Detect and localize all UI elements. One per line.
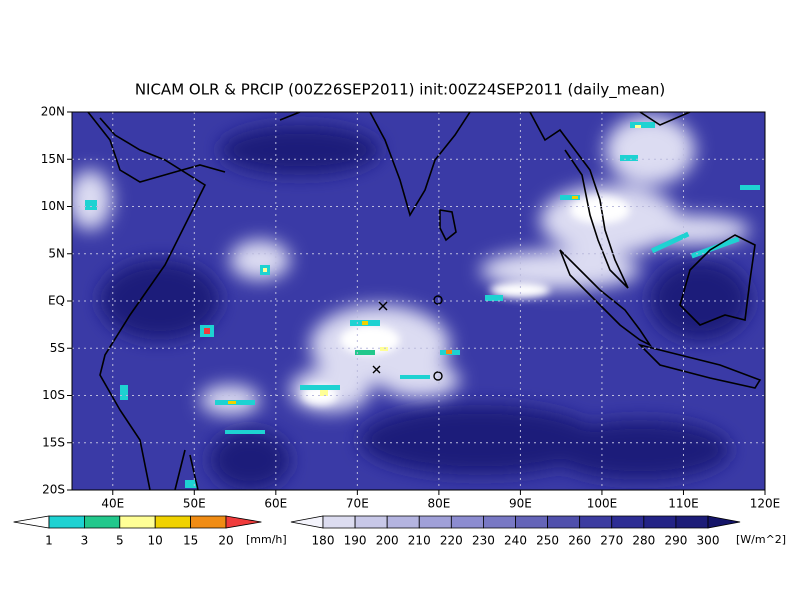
colorbar-box bbox=[190, 515, 227, 529]
y-tick-label: 20S bbox=[42, 483, 65, 497]
x-tick-label: 110E bbox=[668, 497, 699, 511]
y-tick-label: 5S bbox=[50, 341, 65, 355]
colorbar-label: 270 bbox=[600, 534, 623, 548]
x-tick-label: 70E bbox=[346, 497, 369, 511]
colorbar-label: 3 bbox=[81, 534, 89, 548]
colorbar-label: 20 bbox=[218, 534, 233, 548]
x-tick-label: 100E bbox=[587, 497, 618, 511]
colorbar-label: 280 bbox=[632, 534, 655, 548]
y-tick-label: 15S bbox=[42, 435, 65, 449]
colorbar-box bbox=[48, 515, 85, 529]
colorbar-label: 1 bbox=[45, 534, 53, 548]
colorbar-box bbox=[354, 515, 388, 529]
y-tick-label: 20N bbox=[41, 105, 65, 119]
colorbar-box bbox=[643, 515, 677, 529]
colorbar-box bbox=[515, 515, 548, 529]
colorbar-box bbox=[450, 515, 484, 529]
colorbar-box bbox=[483, 515, 516, 529]
y-tick-label: EQ bbox=[48, 294, 65, 308]
colorbar-box bbox=[119, 515, 156, 529]
colorbar-unit: [mm/h] bbox=[246, 533, 287, 546]
colorbar-label: 200 bbox=[376, 534, 399, 548]
markers bbox=[372, 295, 443, 381]
x-tick-label: 80E bbox=[427, 497, 450, 511]
colorbar-box bbox=[84, 515, 121, 529]
y-tick-label: 15N bbox=[41, 152, 65, 166]
colorbar-label: 300 bbox=[697, 534, 720, 548]
colorbar-box bbox=[611, 515, 645, 529]
colorbar-label: 260 bbox=[568, 534, 591, 548]
colorbar-label: 5 bbox=[116, 534, 124, 548]
map-field bbox=[72, 112, 765, 490]
x-tick-label: 120E bbox=[750, 497, 781, 511]
colorbar-label: 190 bbox=[344, 534, 367, 548]
map-title: NICAM OLR & PRCIP (00Z26SEP2011) init:00… bbox=[135, 81, 665, 100]
colorbar-box bbox=[322, 515, 356, 529]
y-tick-label: 10S bbox=[42, 388, 65, 402]
x-tick-label: 50E bbox=[183, 497, 206, 511]
colorbar-label: 180 bbox=[312, 534, 335, 548]
y-tick-label: 10N bbox=[41, 199, 65, 213]
colorbar-box bbox=[579, 515, 613, 529]
colorbar-unit: [W/m^2] bbox=[736, 533, 786, 546]
colorbar-box bbox=[290, 515, 324, 529]
x-tick-label: 40E bbox=[101, 497, 124, 511]
colorbar-box bbox=[154, 515, 191, 529]
colorbar-box bbox=[675, 515, 709, 529]
colorbar-box bbox=[13, 515, 50, 529]
colorbar-label: 15 bbox=[183, 534, 198, 548]
x-tick-label: 60E bbox=[264, 497, 287, 511]
x-tick-label: 90E bbox=[509, 497, 532, 511]
colorbar-label: 290 bbox=[664, 534, 687, 548]
colorbar-label: 210 bbox=[408, 534, 431, 548]
colorbar-label: 240 bbox=[504, 534, 527, 548]
colorbar-box bbox=[418, 515, 452, 529]
colorbar-label: 220 bbox=[440, 534, 463, 548]
colorbar-label: 10 bbox=[148, 534, 163, 548]
coastlines bbox=[87, 112, 762, 490]
colorbar-label: 250 bbox=[536, 534, 559, 548]
colorbar-box bbox=[707, 515, 741, 529]
colorbar-label: 230 bbox=[472, 534, 495, 548]
colorbar-box bbox=[386, 515, 420, 529]
olr-dark bbox=[100, 125, 750, 490]
colorbar-box bbox=[225, 515, 262, 529]
colorbar-box bbox=[547, 515, 581, 529]
y-tick-label: 5N bbox=[48, 246, 65, 260]
